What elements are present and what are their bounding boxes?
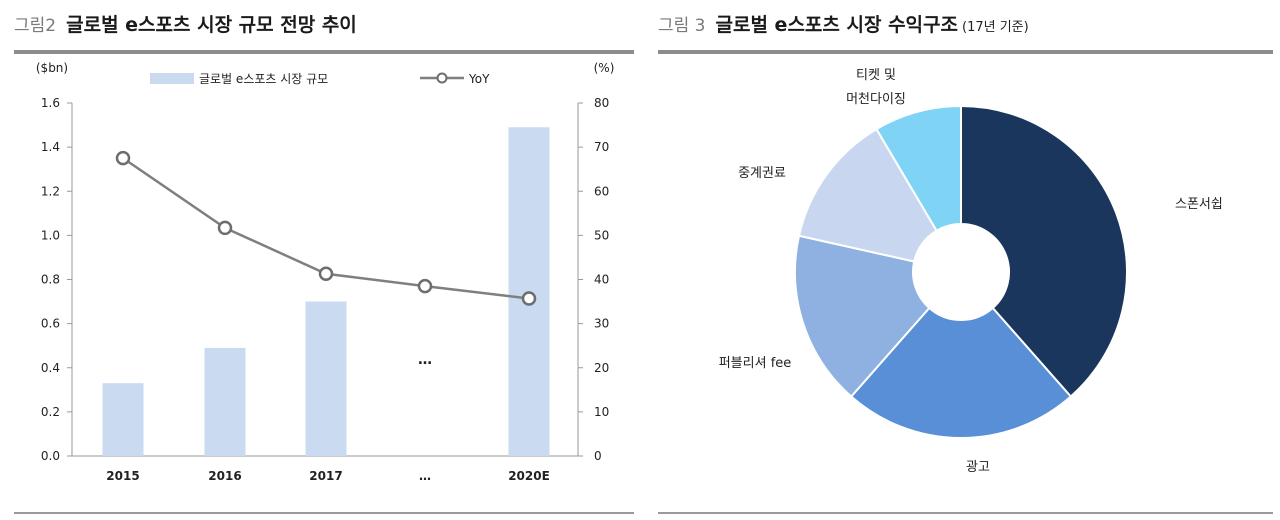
gap-ellipsis: … [418, 352, 432, 368]
slice-label: 중계권료 [738, 166, 786, 181]
right-tick-label: 70 [594, 140, 609, 154]
legend-bar-label: 글로벌 e스포츠 시장 규모 [199, 72, 328, 86]
legend-line-label: YoY [468, 72, 490, 86]
right-tick-label: 20 [594, 361, 609, 375]
market-size-bar [102, 383, 144, 456]
yoy-point [217, 220, 233, 236]
donut-slice [797, 127, 938, 263]
donut-slice [875, 104, 962, 233]
left-tick-label: 0.0 [41, 449, 60, 463]
donut-slice [794, 234, 931, 398]
x-tick-label: 2017 [309, 469, 342, 483]
yoy-point [521, 291, 537, 306]
right-tick-label: 30 [594, 317, 609, 331]
donut-slice [849, 306, 1073, 439]
figure-3-subtitle: (17년 기준) [962, 20, 1029, 35]
figure-2-bottom-rule [14, 512, 634, 514]
figure-3-top-rule [658, 50, 1273, 54]
right-tick-label: 40 [594, 273, 609, 287]
yoy-point [318, 266, 334, 282]
slice-label: 퍼블리셔 fee [719, 356, 792, 371]
figure-3-heading: 글로벌 e스포츠 시장 수익구조 [715, 14, 959, 36]
figure-2-panel: 그림2 글로벌 e스포츠 시장 규모 전망 추이 0.0 0.2 0.4 0.6 0.8 1… [14, 10, 634, 514]
figure-2-number: 그림2 [14, 16, 57, 36]
figure-3-bottom-rule [658, 512, 1273, 514]
left-axis-unit: ($bn) [36, 61, 68, 75]
figure-3-title: 그림 3 글로벌 e스포츠 시장 수익구조 (17년 기준) [658, 10, 1029, 37]
x-tick-label: … [419, 469, 431, 483]
left-tick-label: 1.2 [41, 184, 60, 198]
left-tick-label: 1.4 [41, 140, 60, 154]
right-tick-label: 10 [594, 405, 609, 419]
legend-bar-swatch [150, 73, 194, 84]
figure-2-top-rule [14, 50, 634, 54]
x-tick-label: 2020E [508, 469, 550, 483]
market-size-bar [204, 347, 246, 456]
x-tick-label: 2016 [208, 469, 241, 483]
left-tick-label: 0.2 [41, 405, 60, 419]
left-tick-label: 1.0 [41, 228, 60, 242]
left-tick-label: 0.6 [41, 317, 60, 331]
left-tick-label: 1.6 [41, 96, 60, 110]
right-tick-label: 60 [594, 184, 609, 198]
slice-label: 티켓 및 머천다이징 [846, 68, 906, 107]
market-size-bar [305, 301, 347, 456]
yoy-point [417, 278, 433, 294]
market-size-chart: 0.0 0.2 0.4 0.6 0.8 1.0 1.2 1.4 1.6 0 10 20 30 40 50 60… [36, 61, 615, 483]
right-tick-label: 0 [594, 449, 602, 463]
yoy-point [115, 150, 131, 166]
figure-3-number: 그림 3 [658, 16, 706, 36]
x-tick-label: 2015 [106, 469, 139, 483]
figure-2-title: 그림2 글로벌 e스포츠 시장 규모 전망 추이 [14, 10, 357, 37]
slice-label: 스폰서쉽 [1175, 197, 1223, 212]
right-tick-label: 50 [594, 228, 609, 242]
left-tick-label: 0.8 [41, 273, 60, 287]
legend-line-marker [436, 72, 448, 84]
right-axis-unit: (%) [594, 61, 615, 75]
right-tick-label: 80 [594, 96, 609, 110]
donut-slice [960, 104, 1128, 398]
left-tick-label: 0.4 [41, 361, 60, 375]
figure-2-heading: 글로벌 e스포츠 시장 규모 전망 추이 [66, 14, 357, 36]
slice-label: 광고 [966, 460, 990, 475]
